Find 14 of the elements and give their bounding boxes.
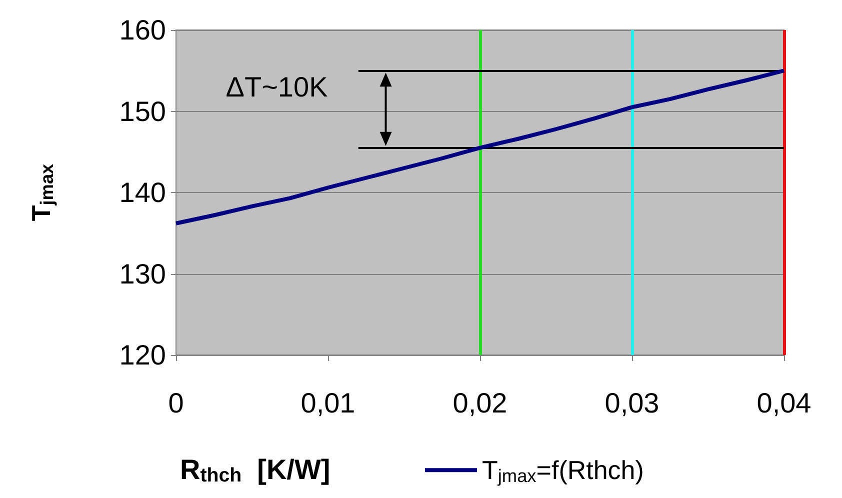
y-tick-label: 160 xyxy=(119,14,166,46)
x-tick-label: 0,03 xyxy=(604,388,660,418)
x-tick-label: 0,04 xyxy=(756,388,812,418)
x-tick-label: 0 xyxy=(168,388,184,418)
x-tick-label: 0,02 xyxy=(452,388,508,418)
y-axis-title: Tjmax xyxy=(26,164,57,222)
line-series xyxy=(174,68,786,226)
y-tick-label: 120 xyxy=(119,340,166,370)
legend-label: Tjmax=f(Rthch) xyxy=(482,455,644,486)
x-tick-label: 0,01 xyxy=(300,388,356,418)
y-tick-label: 150 xyxy=(119,96,166,127)
y-tick-label: 130 xyxy=(119,258,166,290)
y-tick-label: 140 xyxy=(119,177,166,208)
annotation: ΔT~10K xyxy=(226,72,328,103)
